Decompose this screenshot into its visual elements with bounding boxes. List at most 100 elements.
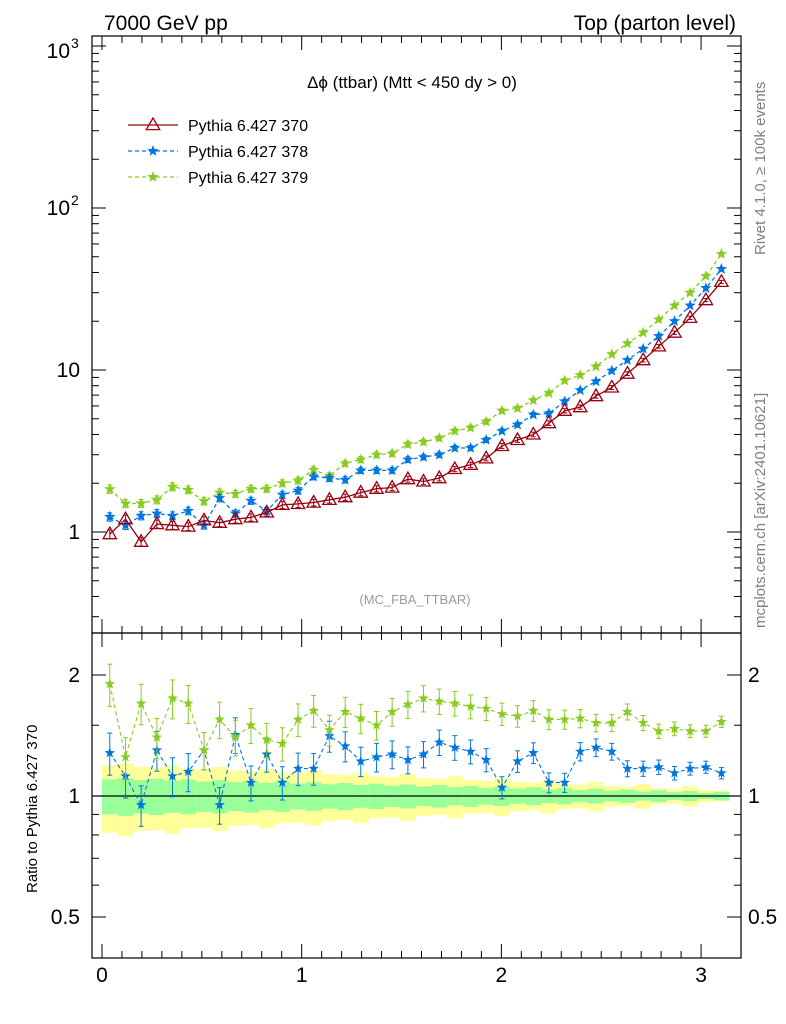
data-point [402, 438, 414, 450]
ratio-point [512, 710, 523, 721]
ratio-point [292, 714, 304, 724]
data-point [559, 395, 571, 407]
header-left: 7000 GeV pp [104, 12, 228, 35]
ratio-point [183, 766, 194, 777]
data-point [198, 495, 210, 506]
series-pythia-6-427-379 [104, 248, 728, 509]
ratio-point [496, 708, 508, 719]
mcplots-label: mcplots.cern.ch [arXiv:2401.10621] [752, 393, 769, 628]
ratio-point [449, 742, 461, 752]
data-point [133, 533, 149, 547]
rivet-label: Rivet 4.1.0, ≥ 100k events [752, 82, 769, 255]
data-point [370, 448, 383, 460]
ratio-plot-axes: 0.5 0.5 1 1 2 2 0 1 2 3 [51, 633, 777, 987]
ratio-y-tick-label: 2 [68, 664, 80, 687]
ratio-point [135, 799, 147, 810]
ratio-series-pythia-6-427-379 [104, 663, 727, 780]
data-point [104, 483, 116, 494]
ratio-point [684, 763, 696, 773]
ratio-point [371, 751, 382, 762]
data-point [227, 510, 244, 525]
ratio-point [575, 746, 586, 756]
ratio-point [167, 692, 178, 703]
data-point [698, 291, 714, 306]
ratio-y-tick-label-right: 0.5 [748, 906, 777, 929]
ratio-point [496, 782, 508, 792]
ratio-point [277, 777, 288, 787]
data-point [276, 477, 288, 489]
data-point [135, 509, 147, 521]
data-point [606, 348, 618, 360]
uncertainty-band-inner [149, 778, 165, 816]
ratio-point [292, 763, 304, 773]
data-point [464, 421, 477, 433]
data-point [543, 387, 555, 398]
data-point [713, 273, 730, 288]
ratio-point [481, 703, 492, 713]
series-line [109, 268, 722, 527]
uncertainty-band-inner [101, 779, 118, 815]
ratio-point [245, 719, 257, 730]
uncertainty-band-inner [180, 779, 197, 815]
data-point [637, 326, 649, 338]
ratio-point [355, 755, 366, 766]
legend-marker [145, 116, 161, 131]
data-point [700, 282, 712, 293]
data-point [572, 398, 589, 413]
data-point [229, 487, 242, 499]
y-tick-label-1: 1 [68, 521, 80, 544]
legend-label: Pythia 6.427 378 [188, 144, 308, 161]
data-point [339, 473, 351, 485]
data-point [480, 415, 492, 427]
data-point [305, 494, 322, 508]
data-point [653, 330, 665, 341]
ratio-plot-area [92, 663, 741, 837]
ratio-point [198, 744, 210, 755]
ratio-point [575, 712, 586, 723]
ratio-point [465, 701, 476, 711]
ratio-y-tick-label-right: 1 [748, 785, 760, 808]
ratio-point [324, 724, 335, 735]
data-point [355, 453, 367, 465]
data-point [496, 425, 508, 436]
data-point [606, 364, 618, 376]
data-point [243, 509, 259, 523]
data-point [182, 504, 194, 516]
data-point [213, 492, 226, 503]
data-point [556, 402, 573, 416]
data-point [323, 472, 336, 483]
legend-entry: Pythia 6.427 379 [128, 170, 308, 187]
data-point [496, 404, 508, 416]
ratio-point [700, 725, 712, 736]
ratio-point [637, 763, 649, 773]
ratio-line [109, 732, 722, 807]
ratio-point [104, 678, 115, 689]
ratio-point [167, 770, 178, 781]
legend-label: Pythia 6.427 379 [188, 170, 308, 187]
ratio-point [277, 738, 288, 749]
data-point [543, 407, 555, 419]
ratio-point [481, 754, 492, 765]
data-point [417, 435, 430, 447]
ratio-point [684, 725, 696, 736]
data-point [619, 365, 636, 379]
ratio-point [120, 751, 131, 762]
data-point [384, 479, 400, 493]
data-point [166, 480, 179, 492]
ratio-ylabel: Ratio to Pythia 6.427 370 [24, 725, 41, 893]
main-plot-area [101, 248, 730, 547]
data-point [653, 313, 665, 325]
series-pythia-6-427-378 [104, 263, 728, 531]
ratio-point [559, 777, 570, 787]
data-point [527, 408, 539, 420]
plot-title: Δϕ (ttbar) (Mtt < 450 dy > 0) [307, 73, 517, 92]
data-point [211, 514, 228, 528]
data-point [668, 299, 681, 311]
data-point [559, 374, 571, 386]
ratio-plot: 0.5 0.5 1 1 2 2 0 1 2 3 Ratio to Pythia 6.427 370 [24, 632, 777, 987]
ratio-point [669, 767, 680, 778]
data-point [433, 432, 445, 443]
ratio-point [386, 748, 398, 759]
